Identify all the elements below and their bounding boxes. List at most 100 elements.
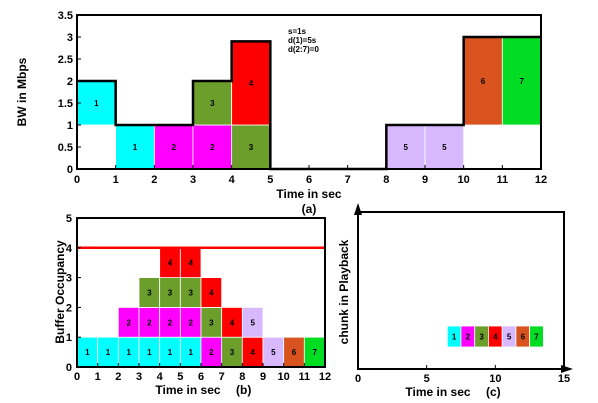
annotation-d1: d(1)=5s <box>288 36 317 45</box>
c-xtick-2: 10 <box>489 373 501 385</box>
buffer-cell-label-6: 2 <box>209 348 214 357</box>
b-xtick-12: 12 <box>319 371 331 383</box>
a-xtick-12: 12 <box>535 174 547 186</box>
a-xtick-4: 4 <box>229 174 236 186</box>
playback-cell-label-6: 7 <box>534 333 539 342</box>
c-xtick-0: 0 <box>355 373 361 385</box>
a-ytick-3: 1.5 <box>58 98 73 110</box>
panel-b: 1 1 1 1 1 1 2 3 4 5 6 72 2 2 2 3 4 53 3 3 44 4 0 1 2 3 4 5 6 7 8 9 10 11… <box>53 213 331 397</box>
bw-block-1 <box>115 124 155 170</box>
a-xtick-8: 8 <box>383 174 389 186</box>
buffer-cell-label-24: 4 <box>188 259 193 268</box>
bw-block-label-0: 1 <box>94 99 99 108</box>
buffer-cell-label-1: 1 <box>106 348 111 357</box>
a-ytick-5: 2.5 <box>58 54 73 66</box>
b-ytick-1: 1 <box>66 332 72 344</box>
buffer-cell-label-10: 6 <box>292 348 297 357</box>
panel-c-frame <box>357 211 565 370</box>
panel-b-xlabel: Time in sec <box>155 383 220 397</box>
bw-block-label-9: 6 <box>481 77 486 86</box>
buffer-cell-label-5: 1 <box>188 348 193 357</box>
buffer-cell-label-11: 7 <box>312 348 317 357</box>
b-xtick-4: 4 <box>157 371 164 383</box>
buffer-cell-label-22: 4 <box>209 289 214 298</box>
buffer-cell-label-3: 1 <box>147 348 152 357</box>
a-xtick-9: 9 <box>422 174 428 186</box>
b-xtick-5: 5 <box>177 371 183 383</box>
a-xtick-2: 2 <box>151 174 157 186</box>
buffer-cell-label-16: 3 <box>209 318 214 327</box>
bw-block-label-4: 3 <box>210 99 215 108</box>
a-ytick-0: 0 <box>67 164 73 176</box>
b-xtick-1: 1 <box>95 371 101 383</box>
c-xtick-1: 5 <box>424 373 430 385</box>
b-ytick-3: 3 <box>66 273 72 285</box>
annotation-s: s=1s <box>288 27 307 36</box>
buffer-cell-label-13: 2 <box>147 318 152 327</box>
buffer-cell-label-12: 2 <box>126 318 131 327</box>
b-xtick-6: 6 <box>198 371 204 383</box>
buffer-cell-label-21: 3 <box>188 289 193 298</box>
bw-block-6 <box>231 41 271 126</box>
playback-cell-label-3: 4 <box>493 333 498 342</box>
buffer-cell-label-19: 3 <box>147 289 152 298</box>
buffer-cell-label-8: 4 <box>250 348 255 357</box>
buffer-cell-label-4: 1 <box>168 348 173 357</box>
bw-block-label-10: 7 <box>519 77 524 86</box>
a-xtick-0: 0 <box>74 174 80 186</box>
a-xtick-6: 6 <box>306 174 312 186</box>
playback-cell-label-2: 3 <box>479 333 484 342</box>
a-xtick-7: 7 <box>345 174 351 186</box>
bw-block-4 <box>192 80 233 126</box>
buffer-cell-label-23: 4 <box>168 259 173 268</box>
bw-block-label-1: 1 <box>133 143 138 152</box>
a-ytick-7: 3.5 <box>58 10 73 22</box>
playback-cell-6 <box>529 325 544 348</box>
bw-block-label-6: 4 <box>249 79 254 88</box>
playback-cell-label-5: 6 <box>521 333 526 342</box>
b-ytick-5: 5 <box>66 213 72 225</box>
c-xtick-3: 15 <box>558 373 570 385</box>
a-ytick-2: 1 <box>67 120 73 132</box>
buffer-cell-18 <box>241 306 264 338</box>
panel-a-ylabel: BW in Mbps <box>15 57 29 126</box>
bw-block-label-5: 3 <box>249 143 254 152</box>
b-xtick-0: 0 <box>74 371 80 383</box>
a-xtick-10: 10 <box>458 174 470 186</box>
buffer-cell-label-0: 1 <box>85 348 90 357</box>
b-xtick-2: 2 <box>115 371 121 383</box>
buffer-cell-22 <box>200 277 223 308</box>
b-xtick-3: 3 <box>136 371 142 383</box>
b-xtick-8: 8 <box>239 371 245 383</box>
a-xtick-11: 11 <box>497 174 509 186</box>
bw-block-label-8: 5 <box>442 143 447 152</box>
buffer-cell-label-18: 5 <box>250 318 255 327</box>
buffer-cell-label-2: 1 <box>126 348 131 357</box>
a-ytick-6: 3 <box>67 32 73 44</box>
buffer-cell-label-15: 2 <box>188 318 193 327</box>
b-xtick-9: 9 <box>260 371 266 383</box>
playback-cell-label-1: 2 <box>466 333 471 342</box>
annotation-d27: d(2:7)=0 <box>288 45 319 54</box>
bw-block-label-3: 2 <box>210 143 215 152</box>
panel-a-label: (a) <box>302 202 317 216</box>
panel-a-xlabel: Time in sec <box>276 187 341 201</box>
bw-block-9 <box>463 36 503 126</box>
b-xtick-7: 7 <box>219 371 225 383</box>
bw-block-label-7: 5 <box>403 143 408 152</box>
buffer-cell-label-14: 2 <box>168 318 173 327</box>
buffer-cell-label-20: 3 <box>168 289 173 298</box>
b-ytick-4: 4 <box>66 243 73 255</box>
bandwidth-profile-line <box>77 35 541 171</box>
a-xtick-1: 1 <box>113 174 119 186</box>
bw-block-label-2: 2 <box>171 143 176 152</box>
b-xtick-11: 11 <box>299 371 311 383</box>
b-ytick-0: 0 <box>66 362 72 374</box>
b-xtick-10: 10 <box>278 371 290 383</box>
playback-cell-label-4: 5 <box>507 333 512 342</box>
buffer-cell-label-17: 4 <box>230 318 235 327</box>
buffer-cell-label-7: 3 <box>230 348 235 357</box>
a-xtick-3: 3 <box>190 174 196 186</box>
